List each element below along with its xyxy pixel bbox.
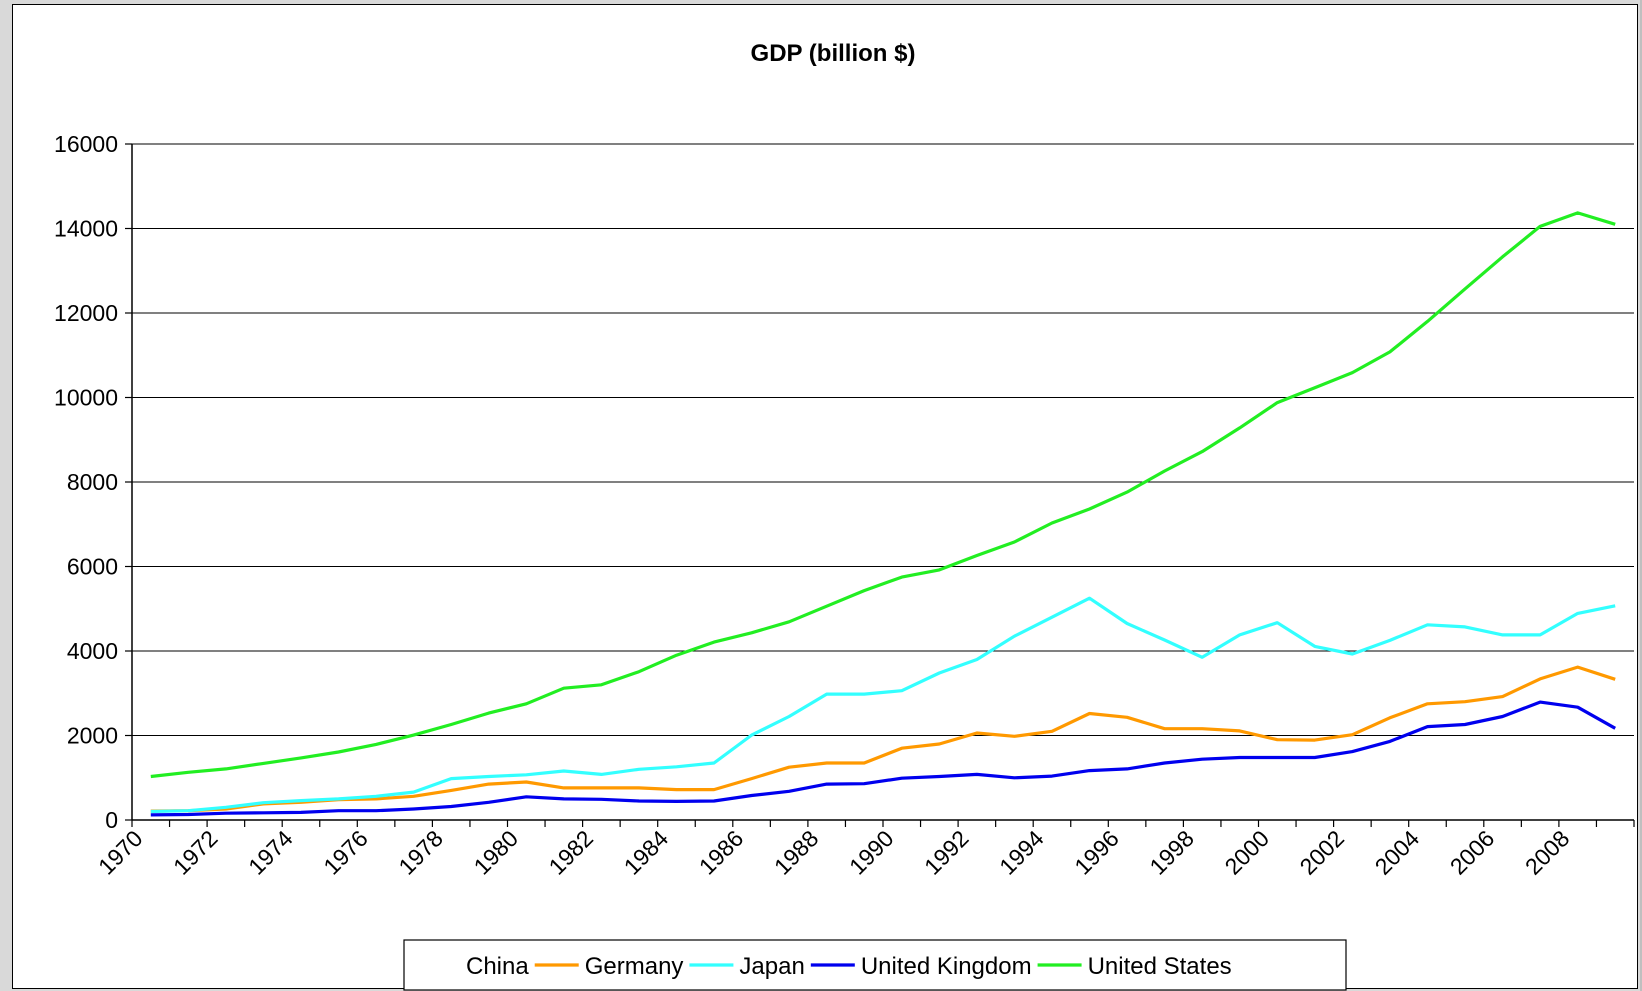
y-tick-label: 2000 <box>67 723 118 749</box>
x-tick-label: 1988 <box>769 825 824 880</box>
x-tick-label: 1996 <box>1069 825 1124 880</box>
x-tick-label: 1992 <box>919 825 974 880</box>
chart-frame <box>12 4 1638 989</box>
x-tick-label: 2008 <box>1520 825 1575 880</box>
series-line-japan <box>150 596 1616 814</box>
x-tick-label: 1990 <box>844 825 899 880</box>
legend-label-united-states: United States <box>1088 953 1232 980</box>
series-line-united-kingdom <box>150 700 1616 817</box>
x-tick-label: 2006 <box>1445 825 1500 880</box>
y-tick-label: 8000 <box>67 469 118 495</box>
x-tick-label: 1974 <box>243 825 298 880</box>
series-line-germany <box>150 665 1616 813</box>
x-tick-label: 1982 <box>544 825 599 880</box>
x-tick-label: 1978 <box>393 825 448 880</box>
x-tick-label: 2002 <box>1295 825 1350 880</box>
x-tick-label: 1976 <box>318 825 373 880</box>
y-tick-label: 6000 <box>67 554 118 580</box>
y-tick-label: 12000 <box>54 300 118 326</box>
plot-area: 0 2000 4000 6000 8000 10000 12000 14000 16000 197… <box>54 131 1635 880</box>
y-tick-label: 10000 <box>54 385 118 411</box>
chart-title: GDP (billion $) <box>751 40 916 67</box>
x-tick-label: 1970 <box>93 825 148 880</box>
x-tick-label: 1972 <box>168 825 223 880</box>
x-tick-label: 1994 <box>994 825 1049 880</box>
legend-label-united-kingdom: United Kingdom <box>861 953 1032 980</box>
window-edge <box>1640 0 1642 991</box>
y-tick-label: 14000 <box>54 216 118 242</box>
legend-label-china: China <box>466 953 529 980</box>
x-tick-label: 1984 <box>619 825 674 880</box>
x-tick-label: 2000 <box>1219 825 1274 880</box>
legend-label-japan: Japan <box>739 953 804 980</box>
legend-label-germany: Germany <box>585 953 684 980</box>
y-tick-label: 4000 <box>67 638 118 664</box>
x-tick-label: 2004 <box>1370 825 1425 880</box>
x-tick-label: 1986 <box>694 825 749 880</box>
x-tick-label: 1998 <box>1144 825 1199 880</box>
x-tick-label: 1980 <box>468 825 523 880</box>
legend: China Germany Japan United Kingdom United St… <box>403 939 1347 991</box>
y-tick-label: 0 <box>105 807 118 833</box>
series-line-united-states <box>150 211 1616 779</box>
y-tick-label: 16000 <box>54 131 118 157</box>
